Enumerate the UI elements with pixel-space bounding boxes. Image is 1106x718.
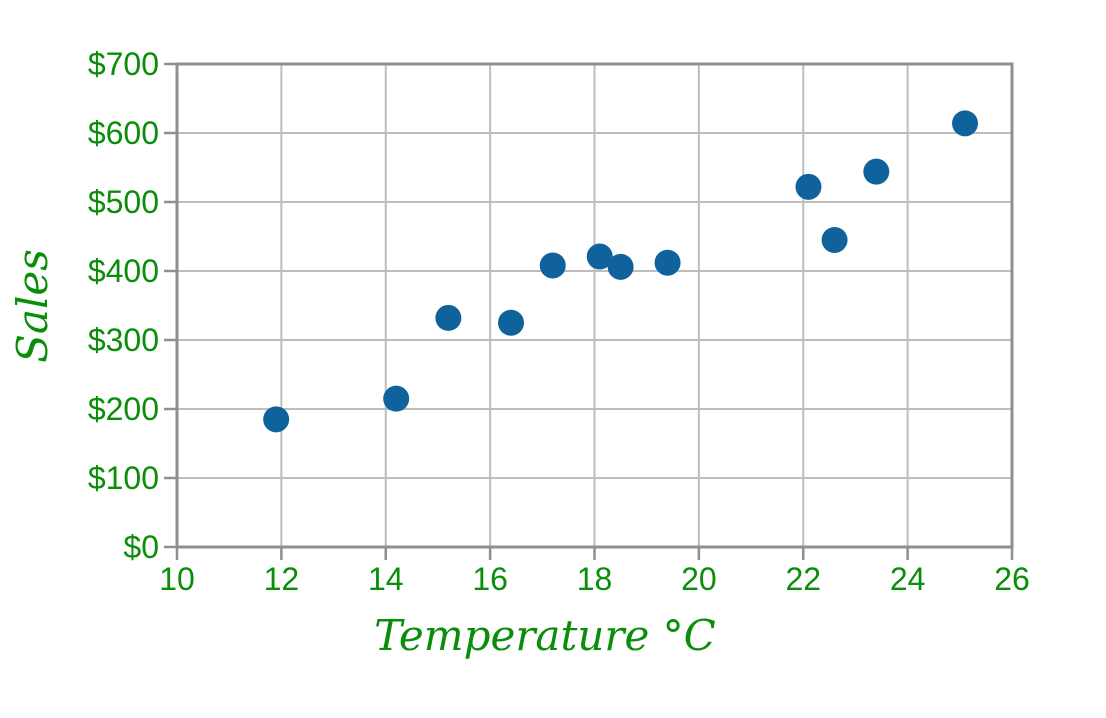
x-tick-label: 16 (472, 561, 508, 597)
y-tick-label: $600 (88, 115, 159, 151)
data-point (654, 249, 681, 276)
x-axis-title: Temperature °C (374, 611, 716, 660)
y-tick-label: $100 (88, 460, 159, 496)
gridlines (176, 63, 1013, 548)
data-point (795, 173, 822, 200)
x-tick-label: 12 (264, 561, 300, 597)
data-point (821, 226, 848, 253)
y-tick-label: $200 (88, 391, 159, 427)
data-point (863, 158, 890, 185)
data-point (498, 309, 524, 336)
data-point (952, 110, 979, 137)
x-tick-label: 10 (159, 561, 195, 597)
y-tick-label: $700 (88, 46, 159, 82)
data-point (383, 385, 410, 412)
data-point (586, 243, 613, 270)
y-tick-label: $400 (88, 253, 159, 289)
plot-border (175, 62, 1014, 549)
x-tick-label: 18 (577, 561, 613, 597)
y-tick-label: $500 (88, 184, 159, 220)
x-tick-label: 22 (785, 561, 821, 597)
axis-ticks (164, 62, 1014, 560)
data-point (435, 304, 462, 331)
data-point (539, 252, 566, 279)
y-tick-label: $0 (123, 529, 159, 565)
y-axis-title: Sales (8, 249, 57, 363)
y-tick-label: $300 (88, 322, 159, 358)
x-tick-label: 20 (681, 561, 717, 597)
data-points (263, 110, 979, 433)
tick-labels: 10 12 14 16 18 20 22 24 26 $0 $100 $200 $300 $400 $500… (88, 46, 1030, 597)
data-point (263, 406, 290, 433)
data-point (607, 253, 634, 280)
x-tick-label: 24 (890, 561, 926, 597)
x-tick-label: 26 (994, 561, 1030, 597)
x-tick-label: 14 (368, 561, 404, 597)
